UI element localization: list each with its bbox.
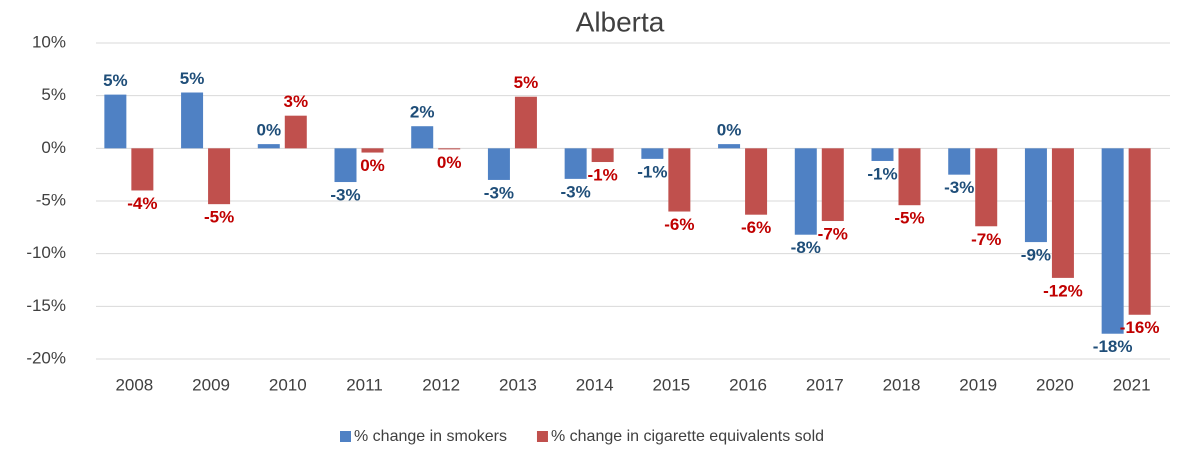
bar: [871, 148, 894, 161]
bar: [745, 148, 768, 215]
legend-swatch: [340, 431, 351, 442]
bar: [948, 148, 971, 175]
value-label: 2%: [410, 103, 435, 122]
value-label: -1%: [867, 164, 897, 183]
value-label: -3%: [484, 183, 514, 202]
value-label: -8%: [791, 238, 821, 257]
x-tick-label: 2009: [192, 375, 230, 394]
bar: [718, 144, 741, 149]
bar: [438, 148, 461, 150]
value-label: 0%: [360, 156, 385, 175]
value-label: 0%: [717, 121, 742, 140]
legend-label: % change in smokers: [354, 428, 507, 445]
value-label: 0%: [256, 121, 281, 140]
legend-label: % change in cigarette equivalents sold: [551, 428, 824, 445]
value-label: -6%: [741, 218, 771, 237]
bar: [668, 148, 691, 212]
value-label: -3%: [330, 186, 360, 205]
value-label: -1%: [588, 166, 618, 185]
bar: [898, 148, 921, 206]
x-tick-label: 2008: [115, 375, 153, 394]
bar: [564, 148, 587, 179]
bar: [591, 148, 614, 163]
value-label: -7%: [971, 230, 1001, 249]
x-tick-label: 2016: [729, 375, 767, 394]
value-label: -7%: [818, 224, 848, 243]
y-tick-label: 0%: [41, 138, 66, 157]
value-label: -5%: [894, 209, 924, 228]
value-label: 0%: [437, 153, 462, 172]
x-tick-label: 2021: [1113, 375, 1151, 394]
bar: [361, 148, 384, 153]
value-label: -5%: [204, 208, 234, 227]
legend-swatch: [536, 431, 548, 442]
bar: [821, 148, 844, 222]
value-label: 5%: [514, 73, 539, 92]
value-label: -16%: [1120, 318, 1160, 337]
bar: [257, 144, 280, 149]
x-tick-label: 2010: [269, 375, 307, 394]
x-tick-label: 2011: [346, 375, 383, 394]
y-tick-label: -15%: [26, 296, 66, 315]
bar: [975, 148, 998, 227]
bar: [131, 148, 154, 191]
y-tick-label: 10%: [32, 32, 66, 51]
bar: [487, 148, 510, 180]
bar: [334, 148, 357, 183]
chart-title: Alberta: [576, 6, 665, 37]
y-tick-label: -10%: [26, 243, 66, 262]
value-label: 3%: [283, 92, 308, 111]
bar: [1128, 148, 1151, 315]
bar: [641, 148, 664, 159]
y-tick-label: 5%: [41, 85, 66, 104]
value-label: -3%: [944, 178, 974, 197]
x-tick-label: 2014: [576, 375, 614, 394]
bar: [514, 96, 537, 149]
bar: [411, 126, 434, 149]
bar: [1101, 148, 1124, 334]
x-tick-label: 2020: [1036, 375, 1074, 394]
value-label: -9%: [1021, 246, 1051, 265]
y-tick-label: -5%: [36, 190, 66, 209]
bar: [181, 92, 204, 149]
bar: [1024, 148, 1047, 243]
bar: [104, 94, 127, 149]
value-label: -18%: [1093, 337, 1133, 356]
x-tick-label: 2017: [806, 375, 844, 394]
bar: [208, 148, 231, 205]
bar: [284, 115, 307, 149]
value-label: -6%: [664, 215, 694, 234]
bar: [794, 148, 817, 235]
value-label: 5%: [103, 71, 128, 90]
value-label: -4%: [127, 194, 157, 213]
x-tick-label: 2013: [499, 375, 537, 394]
value-label: 5%: [180, 69, 205, 88]
bar: [1051, 148, 1074, 278]
x-tick-label: 2019: [959, 375, 997, 394]
x-tick-label: 2012: [422, 375, 460, 394]
value-label: -3%: [561, 182, 591, 201]
x-tick-label: 2018: [883, 375, 921, 394]
x-tick-label: 2015: [652, 375, 690, 394]
value-label: -12%: [1043, 281, 1083, 300]
y-tick-label: -20%: [26, 348, 66, 367]
value-label: -1%: [637, 162, 667, 181]
